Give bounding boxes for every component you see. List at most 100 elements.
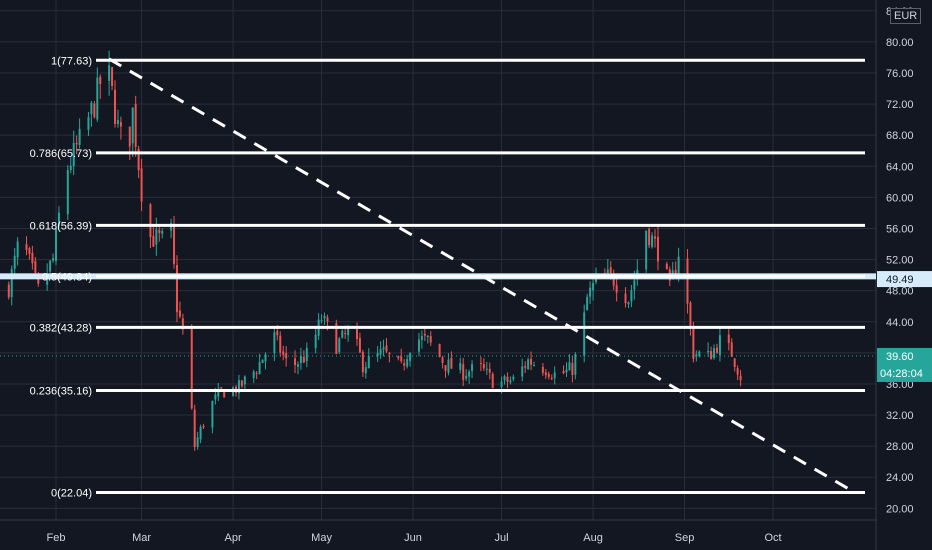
x-tick-label: Jun <box>404 532 422 544</box>
fib-level-label: 0.618(56.39) <box>30 220 92 232</box>
y-tick-label: 44.00 <box>886 317 914 329</box>
candle-body <box>279 335 282 353</box>
y-tick-label: 32.00 <box>886 410 914 422</box>
candle-body <box>323 315 326 319</box>
fib-level-label: 0.786(65.73) <box>30 148 92 160</box>
candle-body <box>116 120 119 125</box>
candle-body <box>131 107 134 144</box>
candle-body <box>376 352 379 357</box>
x-tick-label: Mar <box>132 532 151 544</box>
candle-body <box>173 223 176 265</box>
candle-body <box>409 353 412 362</box>
candle-body <box>503 376 506 381</box>
candle-body <box>739 375 742 381</box>
candle-body <box>75 142 78 145</box>
candle-body <box>28 248 31 254</box>
candle-body <box>299 355 302 364</box>
candle-body <box>562 370 565 374</box>
candle-body <box>654 236 657 239</box>
candle-body <box>320 319 323 322</box>
candle-body <box>426 335 429 337</box>
x-tick-label: Apr <box>224 532 241 544</box>
candle-body <box>547 373 550 377</box>
candle-body <box>66 170 69 215</box>
candle-body <box>161 231 164 234</box>
candle-body <box>193 409 196 447</box>
candle-body <box>465 375 468 379</box>
x-tick-label: Feb <box>47 532 66 544</box>
candle-body <box>733 358 736 368</box>
candle-body <box>689 302 692 328</box>
candles <box>7 50 742 451</box>
candle-body <box>72 143 75 167</box>
candle-body <box>243 376 246 385</box>
candle-body <box>403 363 406 366</box>
y-tick-label: 76.00 <box>886 68 914 80</box>
candle-body <box>296 364 299 367</box>
candle-body <box>574 354 577 375</box>
candle-body <box>355 327 358 339</box>
candle-body <box>429 336 432 343</box>
candle-body <box>199 426 202 440</box>
candle-body <box>25 244 28 250</box>
candle-body <box>13 255 16 269</box>
candle-body <box>417 339 420 352</box>
candle-body <box>155 229 158 245</box>
candle-body <box>258 362 261 374</box>
candle-body <box>592 282 595 291</box>
candle-body <box>202 426 205 428</box>
candle-body <box>294 358 297 365</box>
y-tick-label: 48.00 <box>886 286 914 298</box>
candle-body <box>645 230 648 270</box>
candle-body <box>633 280 636 290</box>
candle-body <box>196 437 199 447</box>
candle-body <box>31 252 34 264</box>
candle-body <box>565 369 568 373</box>
candle-body <box>388 352 391 355</box>
candle-body <box>111 66 114 87</box>
candle-body <box>541 366 544 373</box>
candle-body <box>630 290 633 302</box>
candle-body <box>736 368 739 375</box>
candle-body <box>96 77 99 120</box>
candle-body <box>553 372 556 379</box>
candle-body <box>261 359 264 364</box>
candle-body <box>571 363 574 375</box>
fib-level-label: 0.382(43.28) <box>30 322 92 334</box>
candle-body <box>589 287 592 297</box>
countdown-text: 04:28:04 <box>880 368 923 380</box>
candle-body <box>509 380 512 383</box>
candle-body <box>341 330 344 338</box>
candle-body <box>609 267 612 273</box>
candle-body <box>586 296 589 311</box>
candle-body <box>500 381 503 387</box>
candle-body <box>512 376 515 380</box>
candle-body <box>57 212 60 226</box>
y-tick-label: 64.00 <box>886 161 914 173</box>
candle-body <box>397 356 400 359</box>
candle-body <box>718 335 721 355</box>
fib-level-label: 0.236(35.16) <box>30 385 92 397</box>
price-tag-text: 39.60 <box>886 351 914 363</box>
candle-body <box>34 261 37 273</box>
candle-body <box>114 89 117 124</box>
candle-body <box>49 260 52 272</box>
candle-body <box>651 235 654 247</box>
y-tick-label: 24.00 <box>886 472 914 484</box>
candle-body <box>698 351 701 356</box>
currency-label: EUR <box>890 8 922 24</box>
candle-body <box>420 335 423 340</box>
candle-body <box>715 347 718 353</box>
candle-body <box>190 327 193 409</box>
candle-body <box>462 364 465 380</box>
candle-body <box>471 364 474 371</box>
candle-body <box>252 371 255 379</box>
candle-body <box>491 373 494 389</box>
candle-body <box>240 380 243 387</box>
candle-body <box>438 344 441 357</box>
candle-body <box>78 128 81 145</box>
candle-body <box>276 330 279 336</box>
candle-body <box>335 323 338 354</box>
candle-body <box>450 357 453 369</box>
